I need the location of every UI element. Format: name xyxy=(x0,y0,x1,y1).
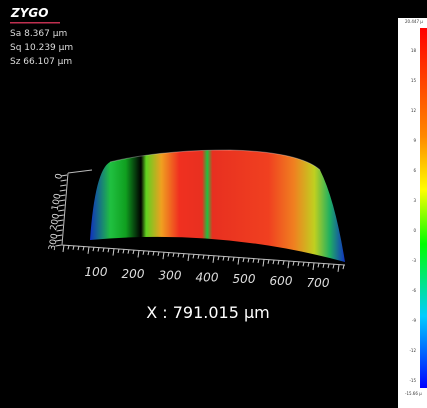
y-axis-label: 100 xyxy=(51,193,64,212)
tick xyxy=(68,245,69,249)
tick xyxy=(178,253,179,257)
tick xyxy=(60,190,66,191)
colorbar-tick-label: -3 xyxy=(412,258,416,263)
cursor-readout: X : 791.015 μm xyxy=(146,303,270,322)
tick xyxy=(273,260,274,264)
tick xyxy=(113,249,114,256)
tick xyxy=(118,249,119,253)
tick xyxy=(73,246,74,250)
tick xyxy=(103,248,104,252)
logo: ZYGO xyxy=(10,6,48,20)
tick xyxy=(143,251,144,255)
x-axis-label: 500 xyxy=(233,272,256,286)
x-axis-label: 100 xyxy=(85,265,108,279)
tick xyxy=(188,254,189,261)
tick xyxy=(263,259,264,266)
colorbar-min: -15.66 μ xyxy=(405,391,422,396)
tick xyxy=(223,257,224,261)
tick xyxy=(213,256,214,263)
tick xyxy=(248,258,249,262)
viewer: ZYGO Sa 8.367 μm Sq 10.239 μm Sz 66.107 … xyxy=(0,0,427,408)
tick xyxy=(148,251,149,255)
tick xyxy=(83,246,84,250)
tick xyxy=(128,250,129,254)
tick xyxy=(88,247,89,254)
colorbar-tick-label: -9 xyxy=(412,318,416,323)
tick xyxy=(60,185,66,186)
tick xyxy=(198,255,199,259)
tick xyxy=(288,261,289,268)
tick xyxy=(238,258,239,265)
colorbar-tick-label: -15 xyxy=(409,378,416,383)
tick xyxy=(343,265,344,269)
y-axis-label: 300 xyxy=(48,233,61,252)
colorbar-tick-label: -12 xyxy=(409,348,416,353)
stat: Sq 10.239 μm xyxy=(10,43,73,53)
tick xyxy=(158,252,159,256)
tick xyxy=(123,249,124,253)
stat: Sz 66.107 μm xyxy=(10,57,72,67)
x-axis-label: 300 xyxy=(159,269,182,283)
colorbar-tick-label: -6 xyxy=(412,288,416,293)
tick xyxy=(183,254,184,258)
stat: Sa 8.367 μm xyxy=(10,29,67,39)
tick xyxy=(228,257,229,261)
x-axis-label: 400 xyxy=(196,270,219,284)
tick xyxy=(318,263,319,267)
colorbar-tick-label: 15 xyxy=(411,78,417,83)
y-axis-label: 200 xyxy=(49,213,62,232)
colorbar-max: 20.447 μ xyxy=(405,19,423,24)
tick xyxy=(153,251,154,255)
tick xyxy=(108,248,109,252)
tick xyxy=(313,263,314,270)
tick xyxy=(293,262,294,266)
tick xyxy=(203,255,204,259)
tick xyxy=(138,250,139,257)
logo-underline xyxy=(10,22,60,24)
surface-view: ZYGO Sa 8.367 μm Sq 10.239 μm Sz 66.107 … xyxy=(0,0,427,408)
tick xyxy=(333,264,334,268)
tick xyxy=(173,253,174,257)
tick xyxy=(208,255,209,259)
tick xyxy=(328,264,329,268)
tick xyxy=(268,260,269,264)
tick xyxy=(303,262,304,266)
tick xyxy=(133,250,134,254)
tick xyxy=(298,262,299,266)
tick xyxy=(283,261,284,265)
colorbar xyxy=(420,28,427,388)
tick xyxy=(218,256,219,260)
y-axis-label: 0 xyxy=(54,173,65,181)
tick xyxy=(168,253,169,257)
x-axis-label: 200 xyxy=(122,267,145,281)
tick xyxy=(308,263,309,267)
x-axis-label: 700 xyxy=(307,276,330,290)
tick xyxy=(323,264,324,268)
colorbar-tick-label: 12 xyxy=(411,108,417,113)
surface xyxy=(90,150,345,262)
tick xyxy=(278,260,279,264)
tick xyxy=(98,248,99,252)
colorbar-tick-label: 18 xyxy=(411,48,417,53)
tick xyxy=(243,258,244,262)
tick xyxy=(253,259,254,263)
tick xyxy=(78,246,79,250)
tick xyxy=(93,247,94,251)
tick xyxy=(63,245,64,252)
tick xyxy=(163,252,164,259)
tick xyxy=(193,254,194,258)
tick xyxy=(338,265,339,272)
tick xyxy=(233,257,234,261)
x-axis-label: 600 xyxy=(270,274,293,288)
tick xyxy=(258,259,259,263)
